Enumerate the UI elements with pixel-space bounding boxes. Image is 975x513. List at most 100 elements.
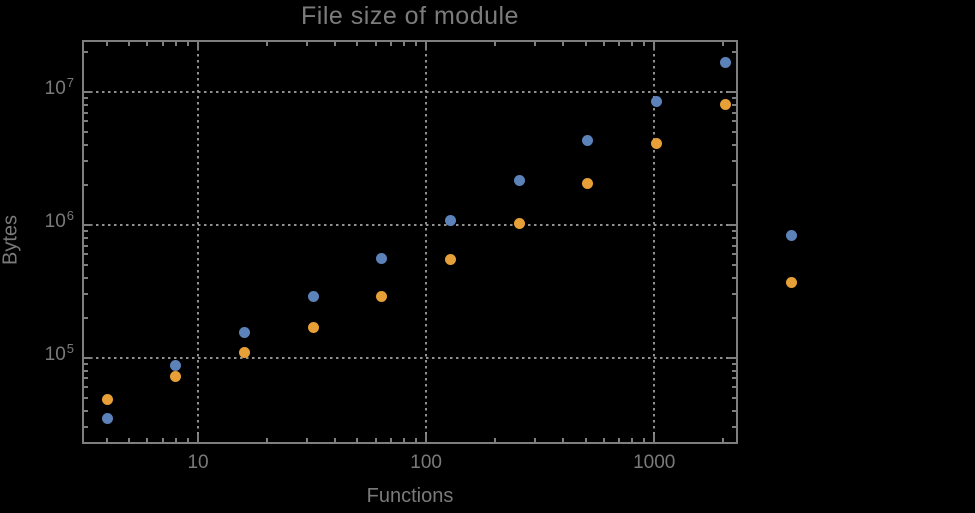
x-minor-tick bbox=[128, 42, 131, 46]
y-minor-tick bbox=[732, 111, 736, 114]
y-tick-label-10e5: 105 bbox=[0, 341, 74, 366]
x-minor-tick bbox=[533, 438, 536, 442]
x-minor-tick bbox=[161, 42, 164, 46]
y-minor-tick bbox=[732, 50, 736, 53]
y-minor-tick bbox=[84, 369, 88, 372]
y-minor-tick bbox=[84, 183, 88, 186]
y-major-tick bbox=[84, 90, 92, 93]
y-minor-tick bbox=[84, 409, 88, 412]
x-minor-tick bbox=[174, 42, 177, 46]
y-minor-tick bbox=[732, 97, 736, 100]
x-tick-label-1000: 1000 bbox=[633, 452, 676, 473]
x-minor-tick bbox=[631, 438, 634, 442]
x-minor-tick bbox=[642, 42, 645, 46]
x-minor-tick bbox=[562, 438, 565, 442]
x-minor-tick bbox=[356, 438, 359, 442]
x-minor-tick bbox=[356, 42, 359, 46]
y-axis-label: Bytes bbox=[0, 214, 22, 266]
y-minor-tick bbox=[84, 103, 88, 106]
x-major-tick bbox=[653, 42, 656, 50]
data-point-series-1-blue-x128 bbox=[445, 214, 457, 226]
data-point-series-2-orange-x1024 bbox=[651, 137, 663, 149]
x-minor-tick bbox=[584, 42, 587, 46]
x-minor-tick bbox=[106, 42, 109, 46]
y-minor-tick bbox=[732, 103, 736, 106]
x-tick-label-100: 100 bbox=[410, 452, 442, 473]
y-minor-tick bbox=[732, 244, 736, 247]
y-minor-tick bbox=[84, 396, 88, 399]
data-point-series-2-orange-x8 bbox=[170, 371, 182, 383]
data-point-series-2-orange-x16 bbox=[239, 347, 251, 359]
x-major-tick bbox=[197, 42, 200, 50]
y-minor-tick bbox=[84, 426, 88, 429]
x-minor-tick bbox=[265, 438, 268, 442]
y-minor-tick bbox=[84, 316, 88, 319]
x-minor-tick bbox=[305, 42, 308, 46]
data-point-series-2-orange-x512 bbox=[582, 177, 594, 189]
x-minor-tick bbox=[617, 438, 620, 442]
y-minor-tick bbox=[84, 386, 88, 389]
x-major-tick bbox=[653, 434, 656, 442]
x-minor-tick bbox=[721, 42, 724, 46]
x-minor-tick bbox=[186, 438, 189, 442]
x-minor-tick bbox=[403, 42, 405, 46]
y-tick-exponent: 7 bbox=[66, 74, 74, 90]
y-minor-tick bbox=[732, 130, 736, 133]
y-minor-tick bbox=[84, 276, 88, 279]
data-point-series-2-orange-x2048 bbox=[719, 98, 731, 110]
x-major-tick bbox=[197, 434, 200, 442]
x-minor-tick bbox=[631, 42, 634, 46]
y-minor-tick bbox=[84, 120, 88, 123]
gridline-y-10e7 bbox=[84, 90, 736, 94]
x-minor-tick bbox=[533, 42, 536, 46]
gridline-x-100 bbox=[424, 42, 428, 442]
y-tick-label-10e7: 107 bbox=[0, 74, 74, 100]
x-minor-tick bbox=[334, 42, 337, 46]
y-tick-base: 10 bbox=[44, 77, 66, 99]
y-minor-tick bbox=[732, 362, 736, 365]
y-minor-tick bbox=[84, 263, 88, 266]
y-minor-tick bbox=[732, 386, 736, 389]
data-point-series-1-blue-x512 bbox=[582, 135, 594, 147]
y-major-tick bbox=[84, 223, 92, 226]
x-minor-tick bbox=[617, 42, 620, 46]
y-tick-label-10e6: 106 bbox=[0, 207, 74, 233]
y-minor-tick bbox=[732, 143, 736, 146]
x-minor-tick bbox=[602, 438, 605, 442]
y-minor-tick bbox=[84, 362, 88, 365]
y-major-tick bbox=[728, 223, 736, 226]
x-minor-tick bbox=[414, 42, 417, 46]
x-minor-tick bbox=[389, 438, 392, 442]
data-point-series-1-blue-x32 bbox=[307, 290, 319, 302]
y-minor-tick bbox=[732, 316, 736, 319]
data-point-series-1-blue-x4000 bbox=[786, 230, 798, 242]
x-minor-tick bbox=[721, 438, 724, 442]
y-tick-exponent: 6 bbox=[66, 207, 74, 223]
data-point-series-2-orange-x256 bbox=[513, 218, 525, 230]
data-point-series-2-orange-x4000 bbox=[786, 276, 798, 288]
data-point-series-1-blue-x2048 bbox=[719, 56, 731, 68]
y-minor-tick bbox=[84, 111, 88, 114]
x-axis-label: Functions bbox=[366, 485, 454, 507]
x-minor-tick bbox=[334, 438, 337, 442]
data-point-series-1-blue-x16 bbox=[239, 327, 251, 339]
y-minor-tick bbox=[84, 236, 88, 239]
x-minor-tick bbox=[186, 42, 189, 46]
y-minor-tick bbox=[84, 293, 88, 296]
gridline-x-1000 bbox=[652, 42, 656, 442]
data-point-series-1-blue-x8 bbox=[170, 359, 182, 371]
y-minor-tick bbox=[732, 409, 736, 412]
y-major-tick bbox=[728, 90, 736, 93]
x-minor-tick bbox=[146, 438, 149, 442]
data-point-series-1-blue-x1024 bbox=[651, 95, 663, 107]
y-minor-tick bbox=[732, 120, 736, 123]
x-minor-tick bbox=[161, 438, 164, 442]
y-major-tick bbox=[728, 356, 736, 359]
x-minor-tick bbox=[265, 42, 268, 46]
data-point-series-1-blue-x256 bbox=[513, 175, 525, 187]
data-point-series-2-orange-x128 bbox=[445, 254, 457, 266]
y-minor-tick bbox=[732, 377, 736, 380]
y-minor-tick bbox=[732, 253, 736, 256]
y-minor-tick bbox=[84, 50, 88, 53]
y-minor-tick bbox=[732, 396, 736, 399]
